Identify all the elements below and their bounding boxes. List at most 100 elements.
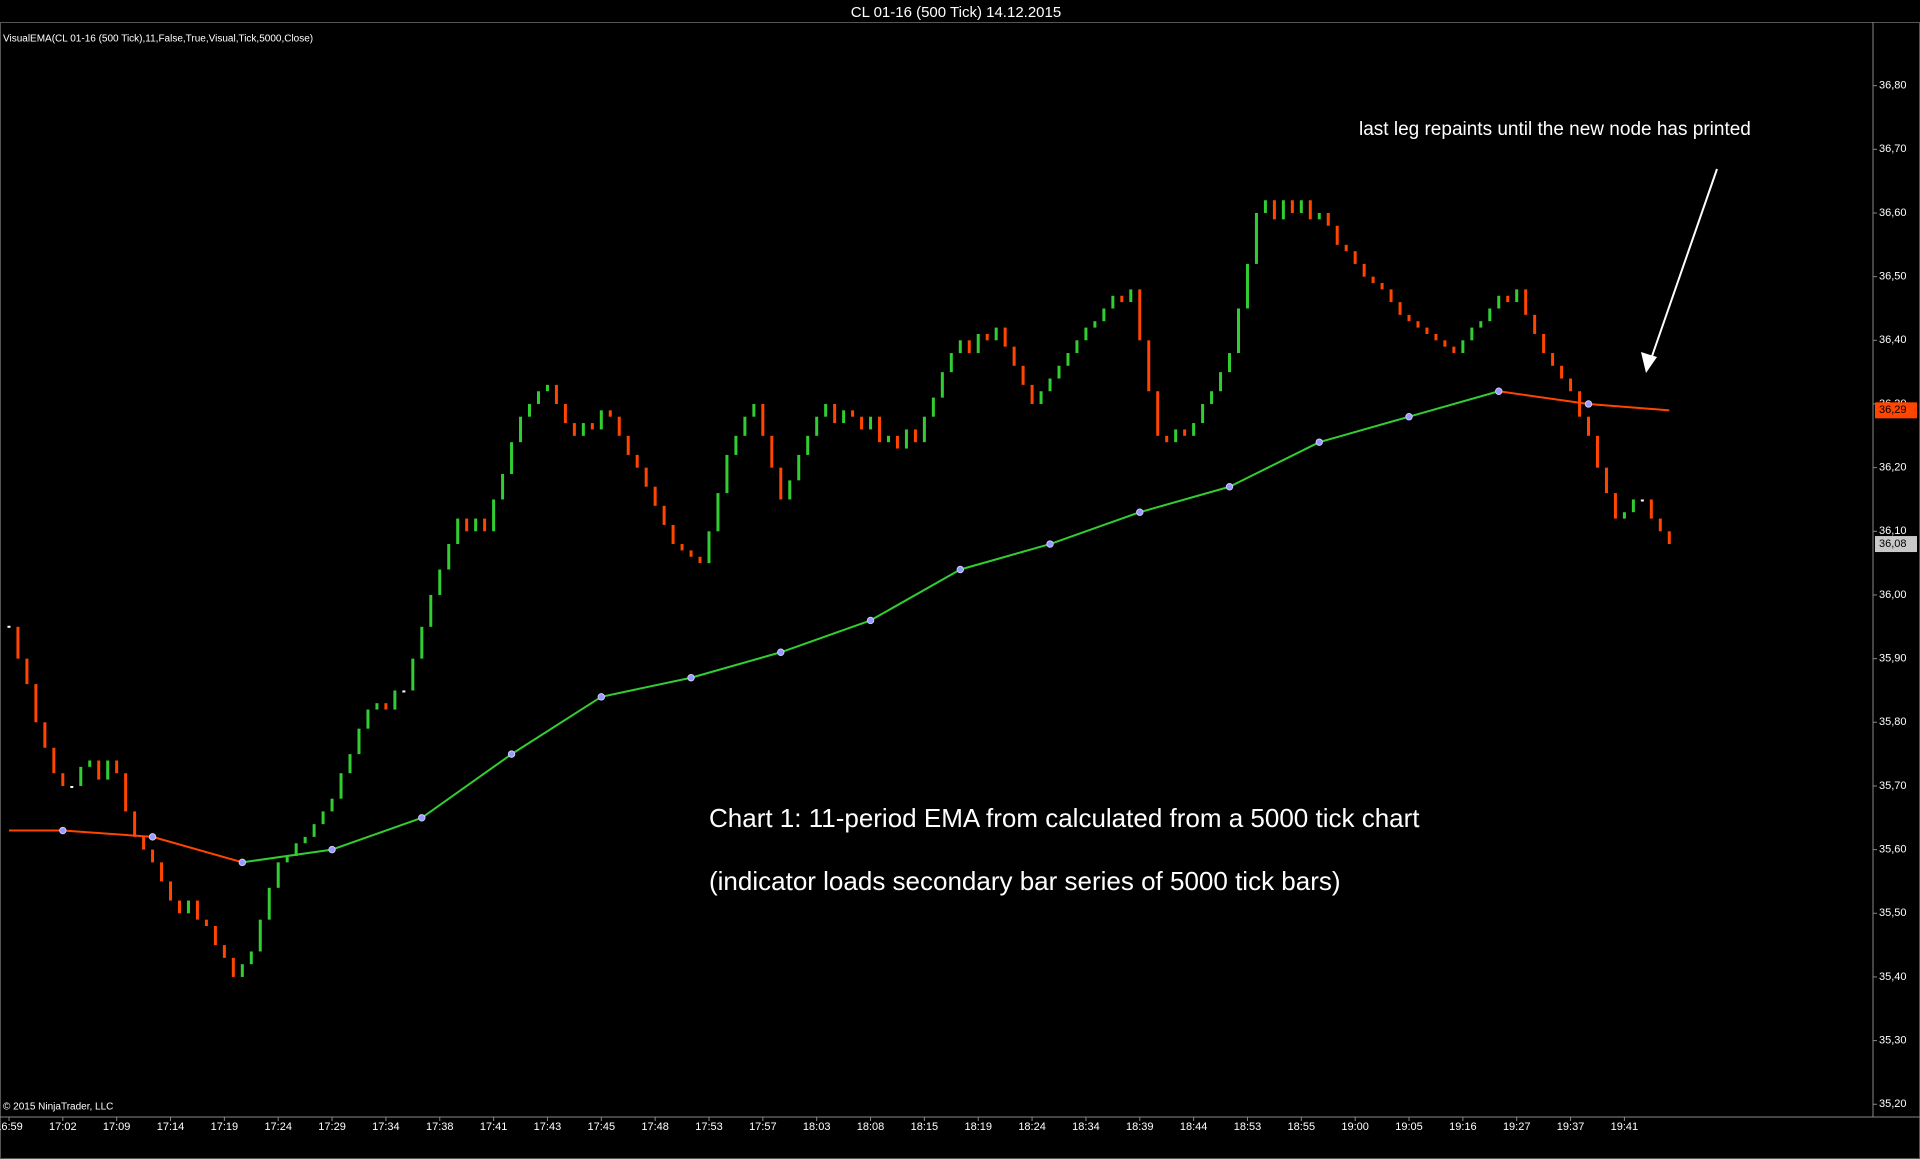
price-bar xyxy=(240,964,244,977)
x-tick-label: 17:38 xyxy=(426,1121,454,1133)
x-tick-label: 19:05 xyxy=(1395,1121,1423,1133)
price-bar xyxy=(438,569,442,595)
price-bar xyxy=(725,454,729,494)
price-bar xyxy=(842,410,846,424)
price-bar xyxy=(1595,435,1599,468)
price-bar xyxy=(644,467,648,487)
ema-segment xyxy=(421,753,513,819)
price-bar xyxy=(1120,295,1124,303)
price-bar xyxy=(590,423,594,430)
x-tick-label: 19:37 xyxy=(1557,1121,1585,1133)
x-tick-label: 17:43 xyxy=(534,1121,562,1133)
price-bar xyxy=(1587,416,1591,436)
y-tick-label: 36,60 xyxy=(1879,207,1907,219)
price-bar xyxy=(878,416,882,443)
ema-segment xyxy=(1588,402,1670,412)
price-bar xyxy=(258,919,262,952)
price-bar xyxy=(1147,340,1151,392)
price-bar xyxy=(743,416,747,436)
price-bar xyxy=(142,836,146,850)
price-bar xyxy=(501,474,505,500)
price-bar xyxy=(1317,212,1321,220)
price-bar xyxy=(1039,391,1043,404)
x-tick-label: 17:57 xyxy=(749,1121,777,1133)
price-bar xyxy=(833,403,837,424)
price-bar xyxy=(312,824,316,837)
price-bar xyxy=(222,945,226,958)
price-bar xyxy=(1604,467,1608,494)
y-tick-label: 35,20 xyxy=(1879,1098,1907,1110)
price-bar xyxy=(1622,512,1626,519)
x-tick-label: 18:53 xyxy=(1234,1121,1262,1133)
price-bar xyxy=(1102,308,1106,322)
price-bar xyxy=(779,467,783,500)
price-bar xyxy=(510,442,514,475)
price-bar xyxy=(1048,378,1052,392)
price-bar xyxy=(1272,200,1276,220)
price-bar xyxy=(1578,391,1582,417)
price-bar xyxy=(186,900,190,914)
price-bar xyxy=(1452,346,1456,354)
price-bar xyxy=(348,754,352,774)
price-bar xyxy=(519,416,523,443)
price-bar xyxy=(1030,384,1034,404)
price-bar xyxy=(70,785,74,788)
ema-segment xyxy=(601,676,692,698)
price-bar xyxy=(1542,333,1546,354)
price-bar xyxy=(79,766,83,786)
price-bar xyxy=(1335,225,1339,245)
price-bar xyxy=(851,410,855,417)
price-bar xyxy=(1290,200,1294,213)
ema-node xyxy=(1315,438,1323,446)
price-bar xyxy=(115,760,119,774)
x-tick-label: 19:00 xyxy=(1341,1121,1369,1133)
price-bar xyxy=(276,862,280,888)
price-bar xyxy=(572,423,576,436)
y-tick-label: 35,40 xyxy=(1879,971,1907,983)
price-bar xyxy=(1461,340,1465,354)
price-bar xyxy=(456,518,460,545)
price-bar xyxy=(231,957,235,977)
price-bar xyxy=(554,384,558,404)
ema-segment xyxy=(331,816,423,851)
ema-node xyxy=(1405,413,1413,421)
price-bar xyxy=(1308,200,1312,220)
price-bar xyxy=(177,900,181,914)
ema-segment xyxy=(62,829,153,838)
price-bar xyxy=(689,550,693,557)
ema-node xyxy=(777,648,785,656)
price-bar xyxy=(698,556,702,564)
price-bar xyxy=(707,531,711,564)
price-bar xyxy=(43,722,47,748)
price-bar xyxy=(213,926,217,946)
price-bar xyxy=(1380,283,1384,290)
price-bar xyxy=(1434,333,1438,341)
ema-segment xyxy=(511,695,602,755)
x-tick-label: 18:44 xyxy=(1180,1121,1208,1133)
price-bar xyxy=(770,435,774,468)
price-bar xyxy=(133,811,137,837)
y-tick-label: 35,90 xyxy=(1879,653,1907,665)
price-bar xyxy=(1111,295,1115,309)
price-bar xyxy=(411,658,415,691)
ema-node xyxy=(687,674,695,682)
price-bar xyxy=(1326,212,1330,226)
y-tick-label: 36,20 xyxy=(1879,462,1907,474)
chart-title: CL 01-16 (500 Tick) 14.12.2015 xyxy=(851,4,1061,21)
price-bar xyxy=(474,518,478,532)
price-bar xyxy=(106,760,110,780)
price-bar xyxy=(967,340,971,354)
price-bar xyxy=(1075,340,1079,354)
price-bar xyxy=(680,544,684,551)
arrow-shaft xyxy=(1649,168,1718,363)
price-bar xyxy=(52,747,56,774)
ema-node xyxy=(418,814,426,822)
price-bar xyxy=(339,773,343,799)
price-bar xyxy=(204,919,208,927)
ema-node xyxy=(866,616,875,625)
price-bar xyxy=(716,493,720,532)
price-bar xyxy=(895,435,899,449)
ema-node xyxy=(1584,400,1593,408)
price-bar xyxy=(1201,403,1205,424)
